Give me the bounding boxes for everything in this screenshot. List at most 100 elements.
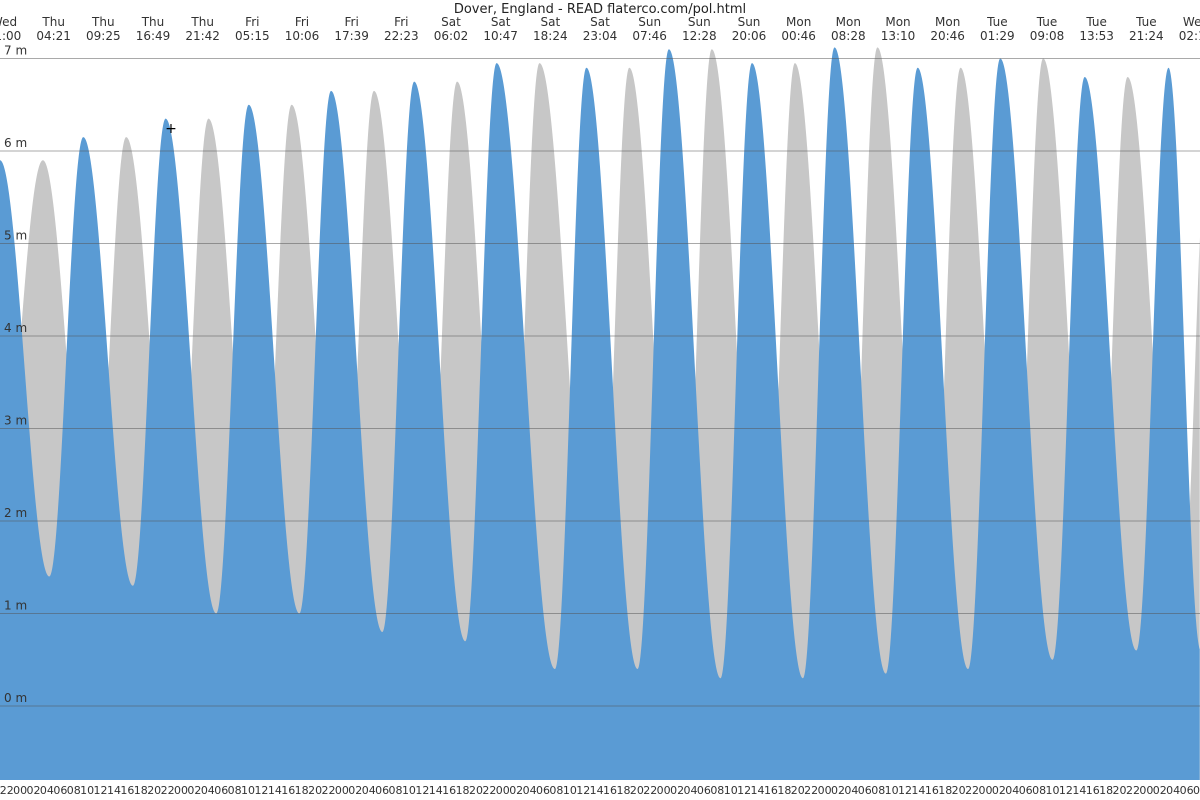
x-tick-label: 06 [53, 784, 67, 797]
x-tick-label: 10 [402, 784, 416, 797]
x-tick-label: 02 [992, 784, 1006, 797]
x-tick-label: 00 [496, 784, 510, 797]
x-tick-label: 14 [107, 784, 121, 797]
x-tick-label: 12 [254, 784, 268, 797]
x-tick-label: 06 [858, 784, 872, 797]
event-day-label: Sun [688, 15, 711, 29]
x-tick-label: 08 [67, 784, 81, 797]
event-day-label: Sun [738, 15, 761, 29]
x-tick-label: 02 [1153, 784, 1167, 797]
x-tick-label: 12 [94, 784, 108, 797]
event-day-label: Sun [638, 15, 661, 29]
event-day-label: Sat [540, 15, 560, 29]
event-time-label: 20:06 [732, 29, 767, 43]
x-tick-label: 02 [509, 784, 523, 797]
x-tick-label: 20 [147, 784, 161, 797]
x-tick-label: 04 [844, 784, 858, 797]
x-tick-label: 06 [1180, 784, 1194, 797]
x-tick-label: 10 [563, 784, 577, 797]
event-time-label: 17:39 [334, 29, 369, 43]
x-tick-label: 16 [442, 784, 456, 797]
x-tick-label: 16 [764, 784, 778, 797]
event-day-label: Mon [786, 15, 811, 29]
x-tick-label: 06 [375, 784, 389, 797]
event-day-label: Thu [91, 15, 115, 29]
tide-chart: 0 m1 m2 m3 m4 m5 m6 m7 mDover, England -… [0, 0, 1200, 800]
x-tick-label: 14 [751, 784, 765, 797]
y-tick-label: 6 m [4, 136, 27, 150]
x-tick-label: 10 [80, 784, 94, 797]
event-time-label: 21:24 [1129, 29, 1164, 43]
event-day-label: Thu [141, 15, 165, 29]
x-tick-label: 20 [308, 784, 322, 797]
x-tick-label: 08 [1193, 784, 1200, 797]
x-tick-label: 16 [1086, 784, 1100, 797]
event-day-label: Mon [836, 15, 861, 29]
x-tick-label: 10 [241, 784, 255, 797]
event-day-label: Tue [1036, 15, 1058, 29]
x-tick-label: 22 [804, 784, 818, 797]
event-time-label: 04:21 [36, 29, 71, 43]
x-tick-label: 20 [469, 784, 483, 797]
event-day-label: Tue [986, 15, 1008, 29]
x-tick-label: 20 [791, 784, 805, 797]
event-time-label: 08:28 [831, 29, 866, 43]
event-time-label: 21:00 [0, 29, 21, 43]
event-day-label: Sat [491, 15, 511, 29]
x-tick-label: 10 [1046, 784, 1060, 797]
x-tick-label: 00 [335, 784, 349, 797]
event-time-label: 02:12 [1179, 29, 1200, 43]
event-time-label: 10:06 [285, 29, 320, 43]
event-day-label: Tue [1135, 15, 1157, 29]
event-day-label: Sat [590, 15, 610, 29]
event-time-label: 09:25 [86, 29, 121, 43]
x-tick-label: 00 [1139, 784, 1153, 797]
x-tick-label: 16 [925, 784, 939, 797]
x-tick-label: 02 [831, 784, 845, 797]
y-tick-label: 4 m [4, 321, 27, 335]
x-tick-label: 10 [885, 784, 899, 797]
x-tick-label: 22 [643, 784, 657, 797]
event-day-label: Thu [41, 15, 65, 29]
x-tick-label: 16 [281, 784, 295, 797]
event-day-label: Fri [394, 15, 408, 29]
x-tick-label: 22 [1126, 784, 1140, 797]
y-tick-label: 5 m [4, 229, 27, 243]
x-tick-label: 12 [737, 784, 751, 797]
event-time-label: 13:53 [1079, 29, 1114, 43]
x-tick-label: 22 [482, 784, 496, 797]
x-tick-label: 00 [13, 784, 27, 797]
event-time-label: 05:15 [235, 29, 270, 43]
y-tick-label: 7 m [4, 44, 27, 58]
x-tick-label: 18 [295, 784, 309, 797]
x-tick-label: 18 [456, 784, 470, 797]
x-tick-label: 18 [134, 784, 148, 797]
x-tick-label: 00 [174, 784, 188, 797]
x-tick-label: 22 [0, 784, 14, 797]
x-tick-label: 02 [27, 784, 41, 797]
x-tick-label: 04 [684, 784, 698, 797]
event-time-label: 10:47 [483, 29, 518, 43]
x-tick-label: 12 [1059, 784, 1073, 797]
x-tick-label: 12 [415, 784, 429, 797]
event-time-label: 16:49 [136, 29, 171, 43]
x-tick-label: 18 [616, 784, 630, 797]
x-tick-label: 22 [965, 784, 979, 797]
x-tick-label: 08 [389, 784, 403, 797]
event-time-label: 13:10 [881, 29, 916, 43]
event-time-label: 23:04 [583, 29, 618, 43]
event-time-label: 21:42 [185, 29, 220, 43]
event-time-label: 01:29 [980, 29, 1015, 43]
event-time-label: 00:46 [781, 29, 816, 43]
x-tick-label: 08 [871, 784, 885, 797]
x-tick-label: 04 [523, 784, 537, 797]
x-tick-label: 06 [697, 784, 711, 797]
event-time-label: 20:46 [930, 29, 965, 43]
event-time-label: 22:23 [384, 29, 419, 43]
x-tick-label: 00 [818, 784, 832, 797]
event-time-label: 06:02 [434, 29, 469, 43]
x-tick-label: 06 [1019, 784, 1033, 797]
x-tick-label: 00 [978, 784, 992, 797]
x-tick-label: 22 [321, 784, 335, 797]
x-tick-label: 12 [576, 784, 590, 797]
